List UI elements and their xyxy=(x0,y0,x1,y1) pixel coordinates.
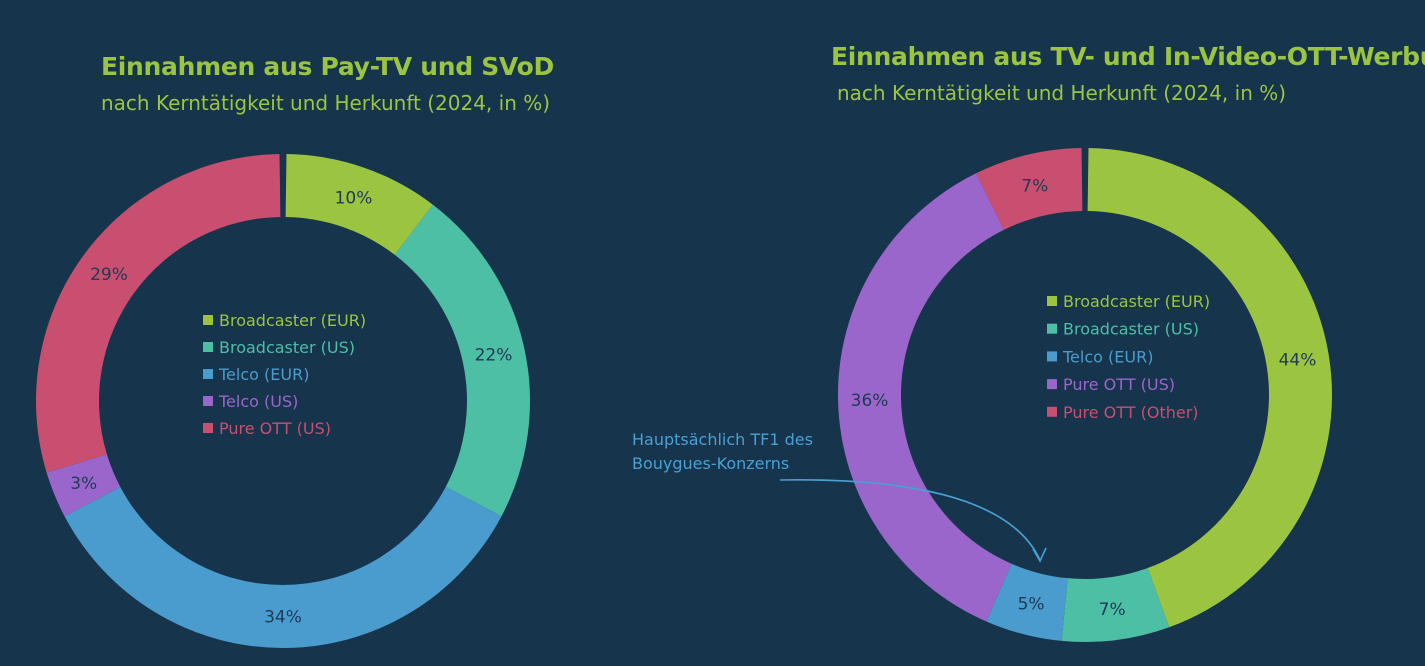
slice-pure-ott-other xyxy=(976,148,1083,230)
annotation-text-line-2: Bouygues-Konzerns xyxy=(632,454,789,473)
annotation-text-line-1: Hauptsächlich TF1 des xyxy=(632,430,813,449)
slice-pure-ott-us xyxy=(838,173,1012,622)
slice-label-broadcaster-eur: 44% xyxy=(1279,350,1317,370)
legend-swatch-pure-ott-us xyxy=(1047,379,1057,390)
legend-label-telco-eur: Telco (EUR) xyxy=(218,365,309,384)
slice-label-telco-eur: 34% xyxy=(264,608,302,628)
slice-label-telco-us: 3% xyxy=(70,474,97,494)
legend-swatch-pure-ott-other xyxy=(1047,406,1057,417)
slice-broadcaster-eur xyxy=(285,154,433,255)
slice-broadcaster-us xyxy=(394,204,530,517)
slice-label-broadcaster-eur: 10% xyxy=(335,188,373,208)
legend-swatch-telco-eur xyxy=(203,369,213,379)
slice-label-pure-ott-us: 29% xyxy=(90,265,128,285)
legend-label-broadcaster-eur: Broadcaster (EUR) xyxy=(1063,292,1210,311)
slice-pure-ott-us xyxy=(35,154,281,473)
slice-telco-eur xyxy=(64,486,502,648)
legend-swatch-broadcaster-us xyxy=(1047,323,1057,334)
legend-swatch-telco-eur xyxy=(1047,351,1057,362)
legend-swatch-broadcaster-eur xyxy=(1047,296,1057,306)
legend-swatch-telco-us xyxy=(203,396,213,406)
slice-label-broadcaster-us: 7% xyxy=(1099,600,1126,620)
legend-swatch-pure-ott-us xyxy=(203,423,213,433)
legend-label-pure-ott-us: Pure OTT (US) xyxy=(1063,375,1175,394)
slice-telco-eur xyxy=(986,563,1068,641)
slice-broadcaster-eur xyxy=(1087,148,1333,628)
chart-1-title: Einnahmen aus Pay-TV und SVoD xyxy=(101,52,554,81)
legend-label-telco-us: Telco (US) xyxy=(218,392,298,411)
annotation-arrow xyxy=(779,479,1041,561)
chart-2-title: Einnahmen aus TV- und In-Video-OTT-Werbu… xyxy=(831,42,1425,71)
slice-broadcaster-us xyxy=(1061,568,1170,643)
slice-label-broadcaster-us: 22% xyxy=(475,346,513,366)
legend-swatch-broadcaster-us xyxy=(203,342,213,352)
legend-swatch-broadcaster-eur xyxy=(203,315,213,325)
donut-chart-pay-tv: 10% 22% 34% 3% 29% Broadcaster (EUR) Broadcast… xyxy=(35,154,530,648)
slice-label-pure-ott-other: 7% xyxy=(1021,176,1048,196)
legend-label-pure-ott-us: Pure OTT (US) xyxy=(219,419,331,438)
legend-label-pure-ott-other: Pure OTT (Other) xyxy=(1063,403,1199,422)
chart-2-subtitle: nach Kerntätigkeit und Herkunft (2024, i… xyxy=(837,81,1287,105)
chart-1-subtitle: nach Kerntätigkeit und Herkunft (2024, i… xyxy=(101,91,551,115)
donut-chart-ott-ads: 44% 7% 5% 36% 7% Broadcaster (EUR) Broadcaster… xyxy=(632,148,1333,643)
annotation-arrow-head xyxy=(1032,547,1047,563)
legend-label-telco-eur: Telco (EUR) xyxy=(1062,347,1153,366)
slice-label-telco-eur: 5% xyxy=(1018,595,1045,615)
legend-label-broadcaster-us: Broadcaster (US) xyxy=(1063,320,1199,339)
legend-label-broadcaster-us: Broadcaster (US) xyxy=(219,338,355,357)
slice-label-pure-ott-us: 36% xyxy=(851,391,889,411)
legend-label-broadcaster-eur: Broadcaster (EUR) xyxy=(219,311,366,330)
slice-telco-us xyxy=(46,454,121,517)
